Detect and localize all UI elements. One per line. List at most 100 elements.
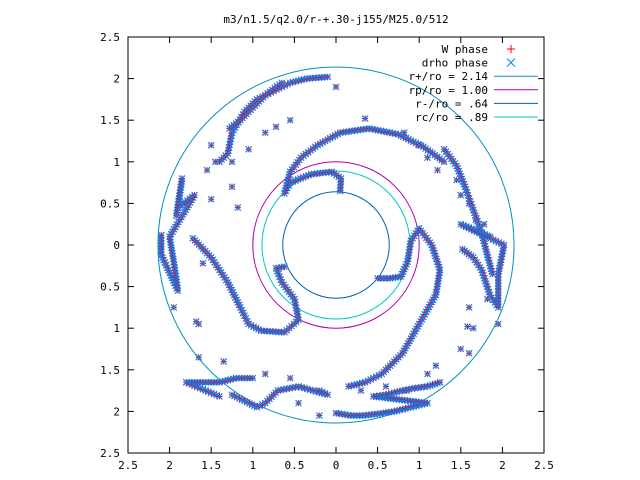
legend-label: rc/ro = .89 [415,111,488,124]
drho-phase-point [286,116,294,124]
y-tick-label: 2 [113,73,120,86]
drho-phase-point [199,259,207,267]
drho-phase-point [228,183,236,191]
y-tick-label: 2.5 [100,31,120,44]
drho-phase-point [432,362,440,370]
drho-phase-point [203,166,211,174]
drho-phase-point [415,141,423,149]
drho-phase-point [295,399,302,407]
legend-label: r+/ro = 2.14 [409,70,489,83]
drho-phase-point [494,294,502,302]
x-tick-label: 2 [166,459,173,472]
drho-phase-point [465,199,473,207]
drho-phase-point [220,358,228,365]
drho-phase-point [436,378,444,386]
drho-phase-point [332,83,340,91]
y-tick-label: 2 [113,405,120,418]
y-tick-label: 0 [113,239,120,252]
drho-phase-point [457,345,465,353]
y-tick-label: 1.5 [100,114,120,127]
drho-phase-point [457,191,465,199]
x-tick-label: 0.5 [368,459,388,472]
drho-phase-point [286,374,294,382]
legend-label: drho phase [422,57,488,70]
x-tick-label: 1 [416,459,423,472]
axis-ticks: 2.5 2 1.5 1 0.5 0 0.5 1 1.5 2 2.52.521.510.500.511… [100,31,554,472]
x-tick-label: 2.5 [118,459,138,472]
legend-label: W phase [442,43,488,56]
drho-phase-point [216,392,223,400]
drho-phase-point [465,349,473,357]
drho-phase-point [207,195,215,203]
y-tick-label: 1 [113,156,120,169]
drho-phase-point [494,285,502,293]
legend-swatch [507,45,515,53]
drho-phase-point [383,274,391,282]
drho-phase-point [403,387,411,395]
drho-phase-point [469,324,477,332]
y-tick-label: 2.5 [100,447,120,460]
drho-phase-point [377,274,385,282]
drho-phase-point [400,129,408,137]
legend-swatch [506,58,516,67]
drho-phase-point [486,233,494,241]
reference-circle-0 [157,66,515,424]
x-tick-label: 1 [249,459,256,472]
drho-phase-point [494,273,502,281]
drho-phase-point [483,295,491,303]
drho-phase-point [172,212,180,220]
x-tick-label: 1.5 [451,459,471,472]
drho-phase-point [494,291,502,299]
drho-phase-point [207,141,215,149]
chart-title: m3/n1.5/q2.0/r-+.30-j155/M25.0/512 [223,13,448,26]
drho-phase-point [480,220,488,228]
x-tick-label: 0 [333,459,340,472]
drho-phase-point [494,288,502,296]
drho-phase-point [170,303,178,311]
drho-phase-point [261,370,269,378]
drho-phase-point [380,274,388,282]
drho-phase-point [226,125,233,132]
drho-phase-point [472,216,480,224]
drho-phase-point [228,158,236,166]
y-tick-label: 1.5 [100,364,120,377]
y-tick-label: 0.5 [100,281,120,294]
drho-phase-point [494,279,502,287]
x-tick-label: 2.5 [534,459,554,472]
drho-phase-point [494,320,502,328]
drho-phase-point [494,300,502,308]
phase-points [157,73,508,419]
reference-circle-1 [252,161,420,329]
drho-phase-point [357,387,365,395]
drho-phase-point [424,370,431,378]
drho-phase-point [234,204,242,211]
x-tick-label: 0.5 [284,459,304,472]
x-tick-label: 1.5 [201,459,221,472]
x-tick-label: 2 [499,459,506,472]
drho-phase-point [345,383,352,390]
drho-phase-point [434,166,441,174]
drho-phase-point [211,158,219,166]
drho-phase-point [361,115,369,122]
drho-phase-point [494,276,502,284]
legend-label: rp/ro = 1.00 [409,84,488,97]
drho-phase-point [189,234,197,242]
drho-phase-point [272,123,280,131]
drho-phase-point [494,303,502,311]
drho-phase-point [465,303,473,311]
y-tick-label: 1 [113,322,120,335]
drho-phase-point [228,391,236,399]
drho-phase-point [195,320,203,328]
drho-phase-point [440,158,448,166]
drho-phase-point [488,270,496,278]
drho-phase-point [374,274,382,282]
drho-phase-point [464,323,471,330]
drho-phase-point [453,176,461,184]
drho-phase-point [382,383,390,390]
legend-label: r-/ro = .64 [415,97,488,110]
drho-phase-point [195,353,203,361]
y-tick-label: 0.5 [100,197,120,210]
drho-phase-point [494,282,502,290]
drho-phase-point [245,145,253,153]
